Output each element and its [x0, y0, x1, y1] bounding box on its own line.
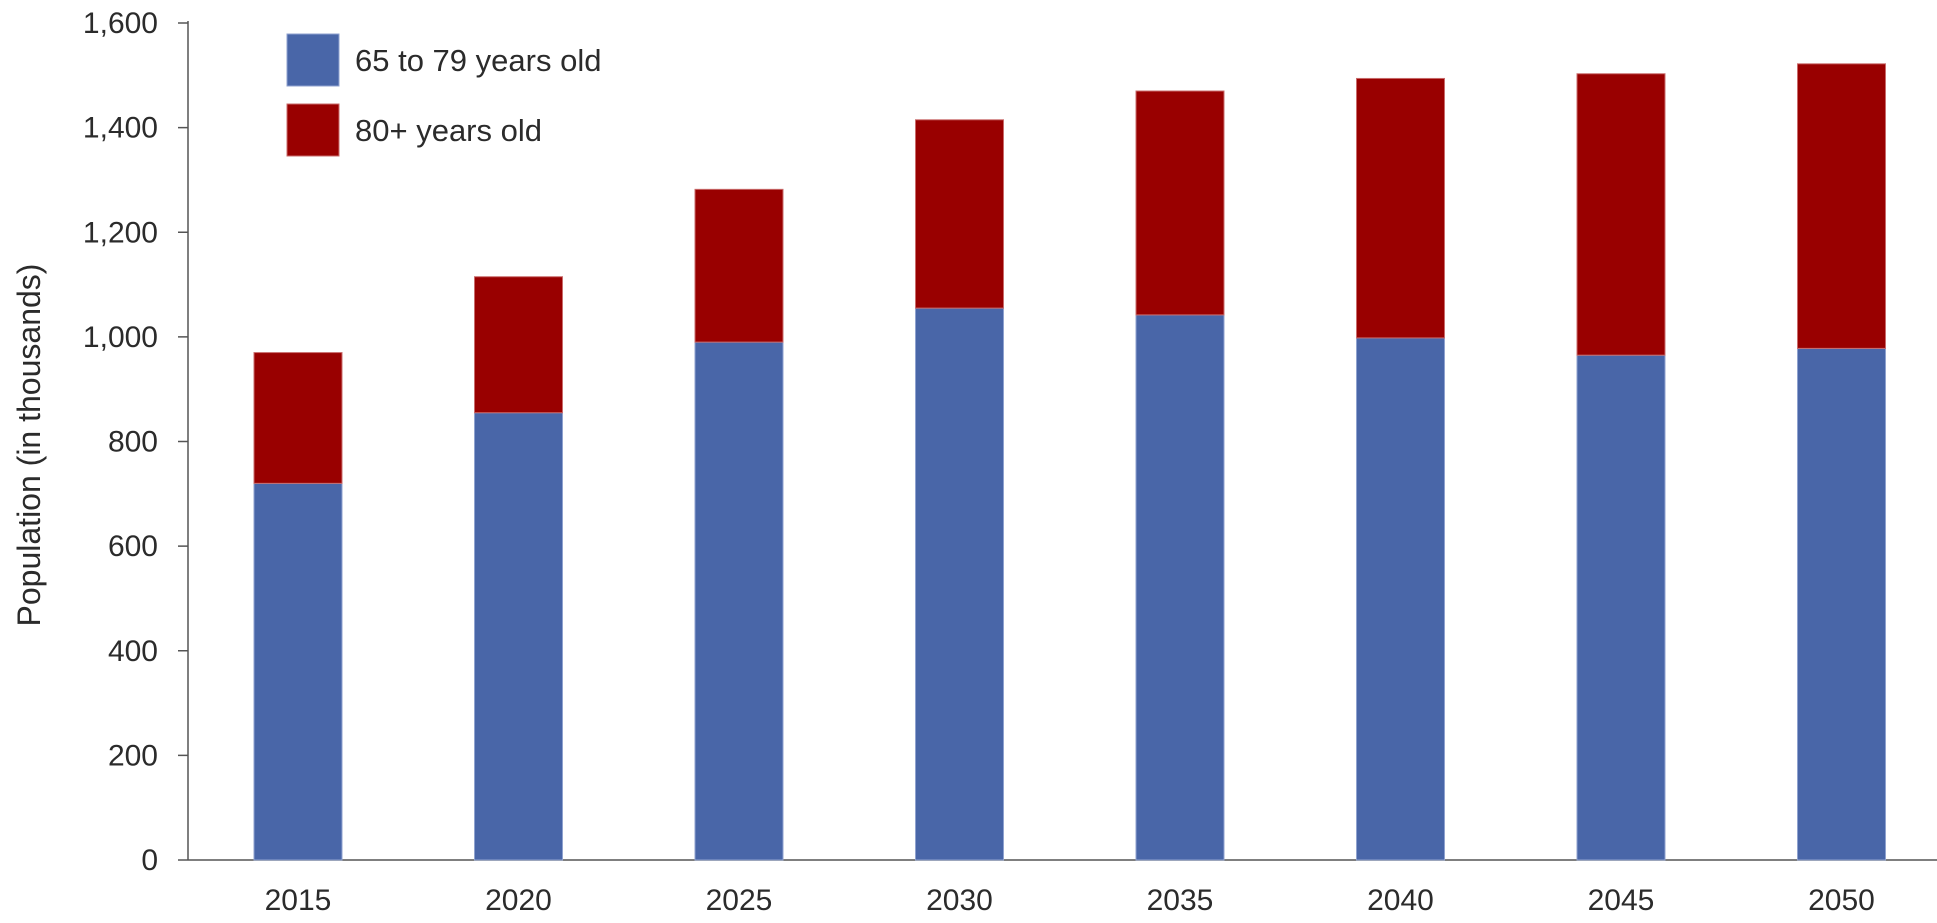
bar-segment-age-65-79 [1576, 354, 1666, 861]
x-tick-label: 2025 [706, 884, 773, 917]
bar-segment-age-65-79 [253, 482, 343, 861]
bars [253, 63, 1886, 861]
bar-segment-age-80-plus [1135, 90, 1225, 316]
bar-segment-age-65-79 [1797, 347, 1886, 861]
bar-segment-age-65-79 [1135, 314, 1225, 861]
y-tick-label: 200 [108, 739, 158, 772]
legend-label: 80+ years old [355, 113, 542, 148]
x-tick-label: 2050 [1808, 884, 1875, 917]
y-tick-label: 1,600 [83, 7, 158, 40]
x-tick-label: 2015 [265, 884, 332, 917]
tick-labels: 0 200 400 600 800 1,000 1,200 1,400 1,600 2015 202… [83, 7, 1875, 917]
y-tick-label: 800 [108, 426, 158, 459]
x-tick-label: 2020 [485, 884, 552, 917]
y-tick-label: 1,400 [83, 112, 158, 145]
bar-segment-age-80-plus [1797, 63, 1886, 349]
y-axis-title: Population (in thousands) [11, 264, 47, 627]
bar-segment-age-65-79 [1356, 337, 1445, 861]
y-tick-label: 1,000 [83, 321, 158, 354]
legend-swatch [286, 33, 340, 87]
y-tick-label: 1,200 [83, 216, 158, 249]
legend: 65 to 79 years old 80+ years old [286, 33, 601, 157]
x-tick-label: 2035 [1147, 884, 1214, 917]
x-tick-label: 2045 [1588, 884, 1655, 917]
x-tick-label: 2040 [1367, 884, 1434, 917]
y-tick-label: 600 [108, 530, 158, 563]
bar-segment-age-65-79 [474, 412, 563, 861]
legend-swatch [286, 103, 340, 157]
bar-segment-age-80-plus [915, 119, 1004, 309]
bar-segment-age-65-79 [694, 341, 784, 861]
x-tick-label: 2030 [926, 884, 993, 917]
y-tick-label: 0 [141, 844, 158, 877]
bar-segment-age-80-plus [474, 276, 563, 414]
bar-segment-age-80-plus [694, 188, 784, 343]
bar-segment-age-65-79 [915, 307, 1004, 861]
bar-segment-age-80-plus [253, 352, 343, 484]
bar-segment-age-80-plus [1356, 77, 1445, 339]
legend-label: 65 to 79 years old [355, 43, 601, 78]
y-tick-label: 400 [108, 635, 158, 668]
bar-segment-age-80-plus [1576, 73, 1666, 356]
